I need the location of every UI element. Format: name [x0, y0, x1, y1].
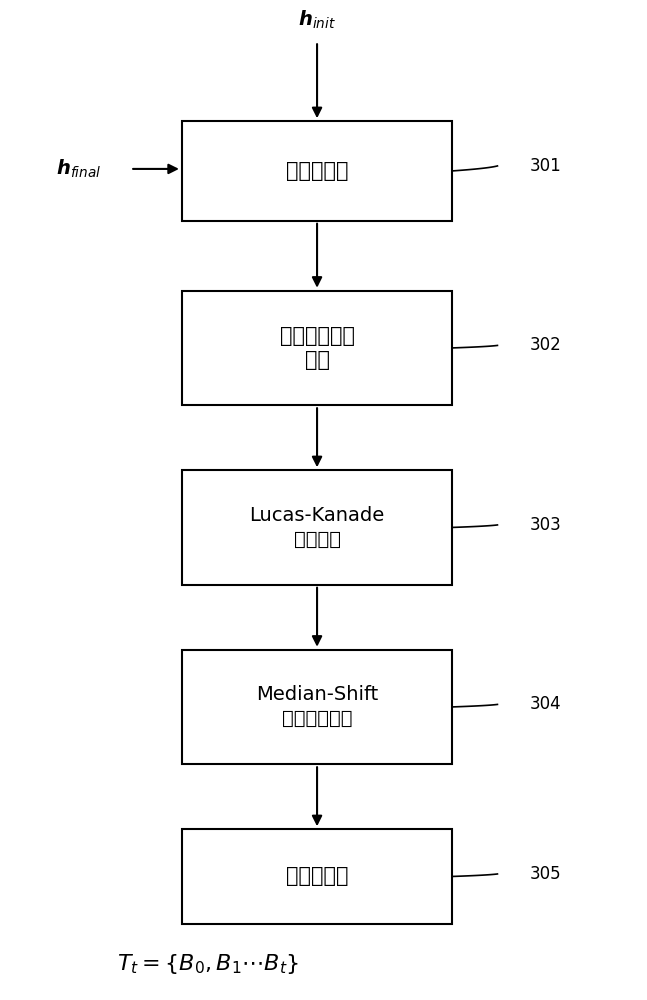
Text: Lucas-Kanade: Lucas-Kanade — [250, 506, 385, 525]
Text: 303: 303 — [530, 516, 562, 534]
Text: Median-Shift: Median-Shift — [256, 685, 378, 704]
Text: 更新搜索窗: 更新搜索窗 — [286, 866, 348, 886]
FancyBboxPatch shape — [182, 121, 452, 221]
Text: 选取跟踪的特: 选取跟踪的特 — [280, 326, 355, 346]
FancyBboxPatch shape — [182, 291, 452, 405]
Text: 征点: 征点 — [305, 350, 329, 370]
Text: 计算移动方向: 计算移动方向 — [282, 709, 353, 728]
Text: 304: 304 — [530, 695, 562, 713]
Text: 光流估计: 光流估计 — [294, 530, 340, 549]
Text: 302: 302 — [530, 336, 562, 354]
Text: 305: 305 — [530, 865, 562, 883]
Text: 301: 301 — [530, 157, 562, 175]
Text: $\boldsymbol{h}_{init}$: $\boldsymbol{h}_{init}$ — [298, 9, 336, 31]
FancyBboxPatch shape — [182, 650, 452, 764]
FancyBboxPatch shape — [182, 829, 452, 924]
Text: 建立搜索窗: 建立搜索窗 — [286, 161, 348, 181]
Text: $T_t = \{B_0, B_1 \cdots B_t\}$: $T_t = \{B_0, B_1 \cdots B_t\}$ — [117, 952, 300, 976]
FancyBboxPatch shape — [182, 470, 452, 585]
Text: $\boldsymbol{h}_{final}$: $\boldsymbol{h}_{final}$ — [56, 158, 102, 180]
